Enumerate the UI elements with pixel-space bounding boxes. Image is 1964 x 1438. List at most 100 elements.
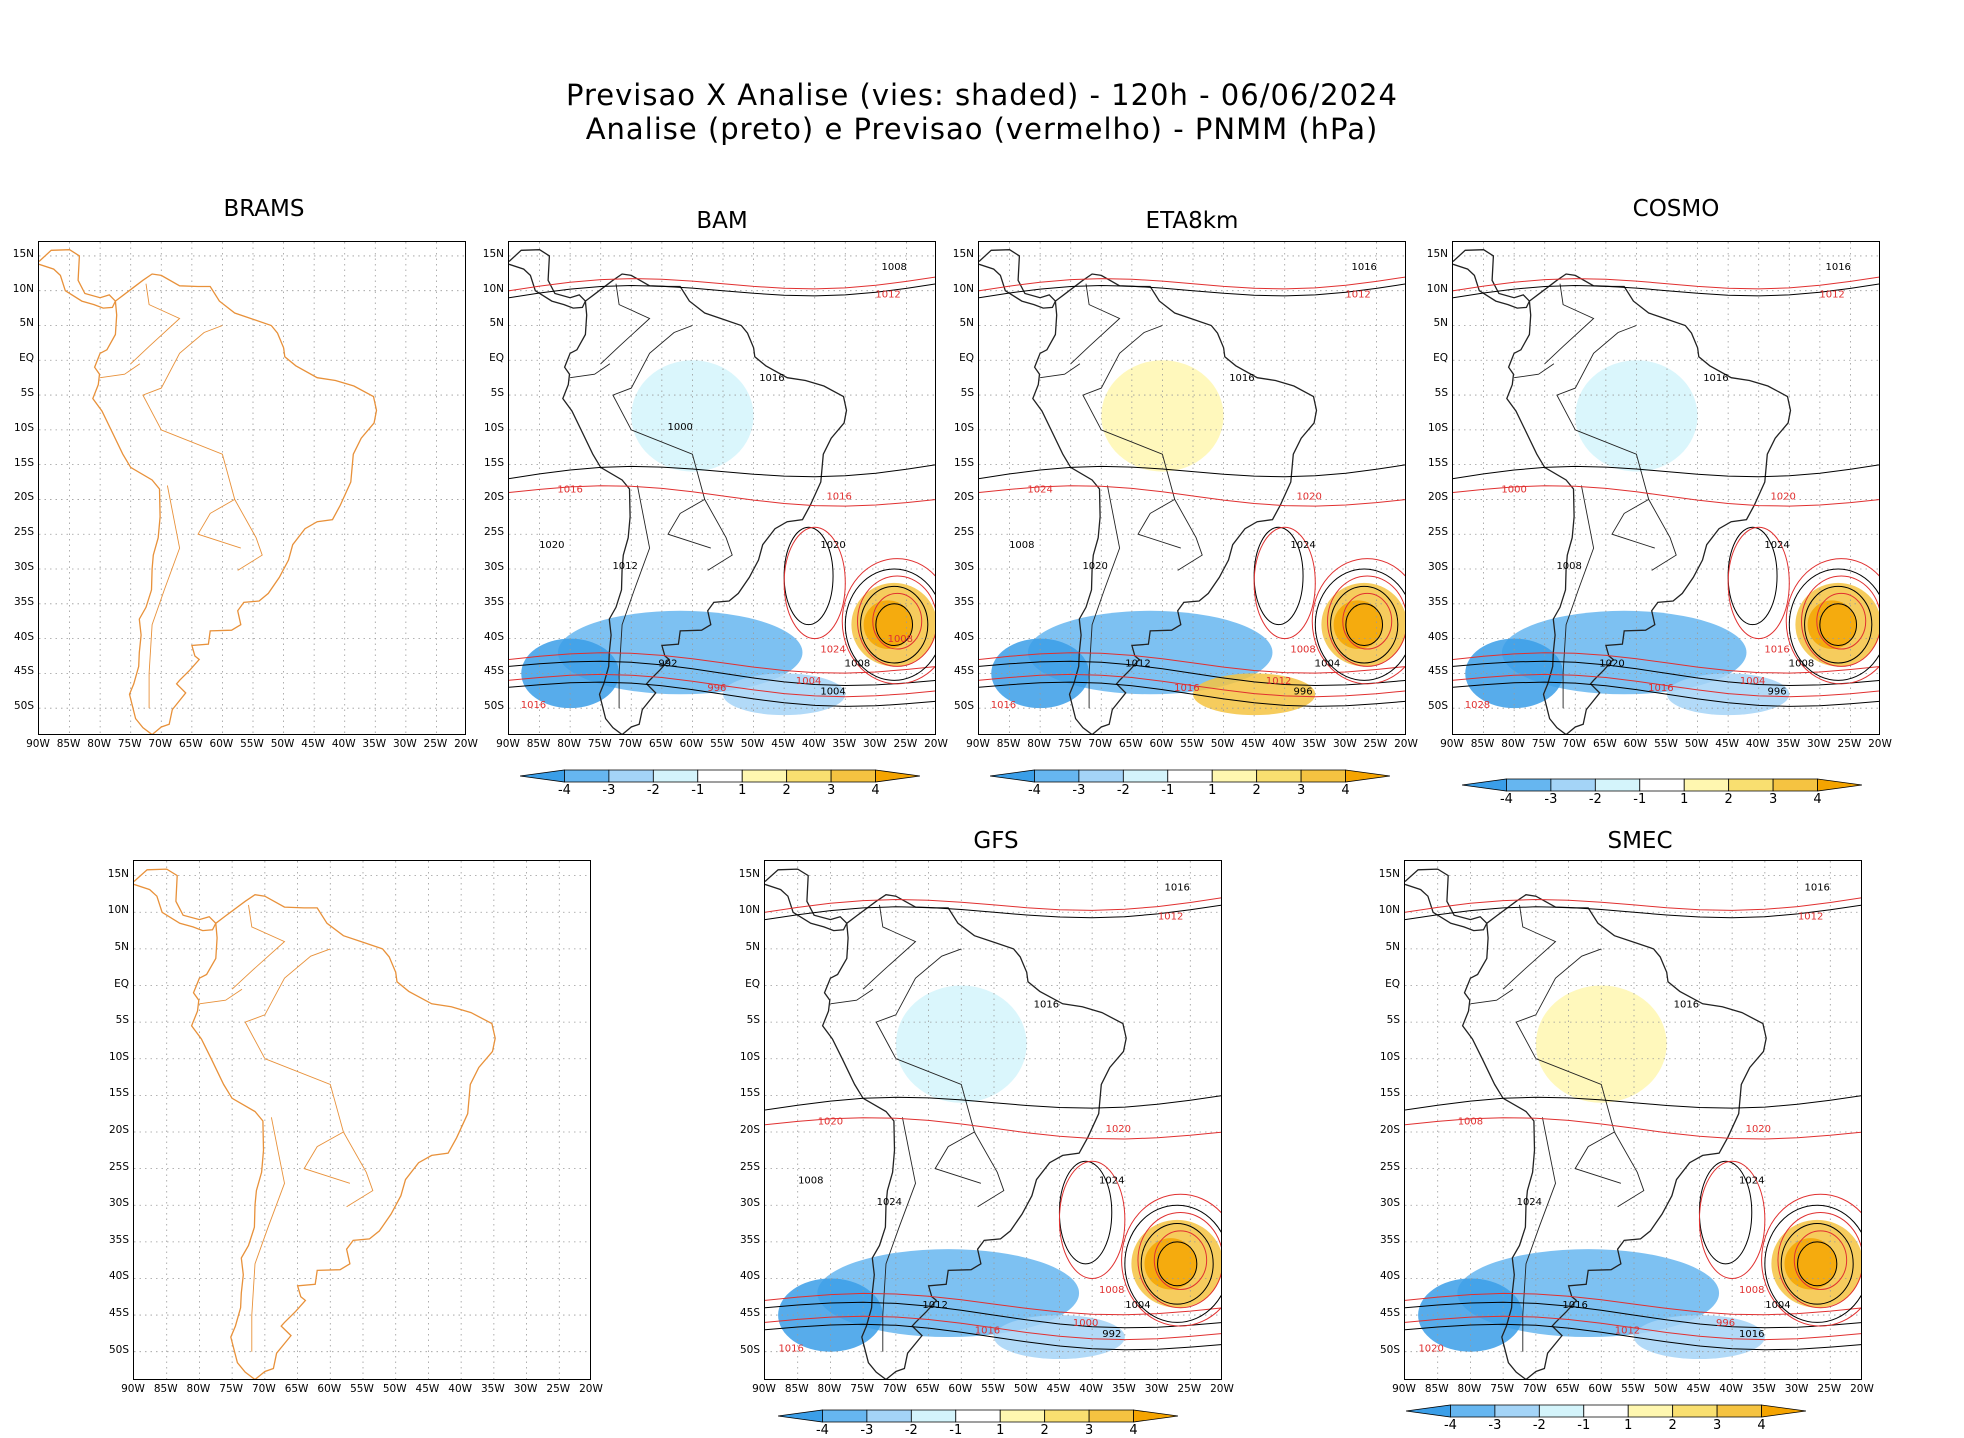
lat-tick-label: 25S: [483, 526, 504, 539]
isobars: [1453, 276, 1879, 707]
graticule: [765, 861, 1221, 1379]
country-border: [1515, 948, 1602, 1059]
low-pressure-center: [1797, 1241, 1838, 1287]
lon-tick-label: 50W: [1684, 738, 1709, 750]
isobar: [1405, 1117, 1861, 1140]
colorbar-tick-label: -4: [1499, 792, 1513, 807]
colorbar-tick-label: -2: [1116, 783, 1130, 798]
colorbar-swatch: [1034, 769, 1080, 783]
lon-tick-label: 75W: [1490, 1383, 1515, 1395]
isobar: [765, 1323, 1221, 1351]
lat-tick-label: 15S: [953, 456, 974, 469]
isobar: [1453, 660, 1879, 687]
lat-tick-label: 15N: [738, 867, 760, 880]
low-pressure-center: [1327, 575, 1405, 667]
lon-tick-label: 55W: [350, 1383, 374, 1395]
colorbar: -4 -3 -2 -1 1 2 3 4: [989, 768, 1391, 798]
south-america-coastline: [92, 273, 378, 734]
isobar-label: 1008: [1099, 1285, 1124, 1296]
isobar: [765, 904, 1221, 921]
isobar: [979, 464, 1405, 480]
lon-tick-label: 25W: [423, 738, 448, 750]
colorbar-swatch: [1506, 778, 1552, 792]
colorbar-tick-label: 2: [1040, 1423, 1049, 1438]
colorbar-swatch: [989, 769, 1035, 783]
isobar-label: 1016: [1034, 999, 1059, 1010]
lon-tick-label: 85W: [1470, 738, 1495, 750]
high-pressure-center: [1253, 526, 1316, 640]
isobar-label: 1020: [539, 540, 564, 551]
isobar-label: 1016: [1703, 373, 1728, 384]
lon-tick-label: 75W: [117, 738, 142, 750]
colorbar-swatch: [1211, 769, 1258, 783]
colorbar-swatch: [1078, 769, 1124, 783]
lat-tick-label: 45S: [953, 665, 974, 678]
colorbar-swatch: [1683, 778, 1730, 792]
lon-tick-label: 35W: [1751, 1383, 1776, 1395]
high-pressure-center: [783, 526, 846, 640]
isobar: [1453, 681, 1879, 707]
lon-tick-label: 35W: [480, 1383, 505, 1395]
isobar-label: 1016: [1804, 882, 1829, 893]
isobar-label: 1024: [1764, 540, 1789, 551]
lat-tick-label: 10N: [12, 282, 34, 295]
south-america-coastline: [190, 894, 496, 1379]
isobar-label: 1016: [975, 1325, 1000, 1336]
isobar-label: 1028: [1465, 700, 1490, 711]
lat-tick-label: 30S: [739, 1197, 760, 1210]
isobar-label: 1016: [991, 700, 1016, 711]
lat-tick-label: 5N: [114, 940, 129, 953]
isobar: [509, 485, 935, 507]
colorbar-swatch: [1461, 778, 1507, 792]
lon-tick-label: 80W: [1027, 738, 1052, 750]
isobar-label: 1020: [820, 540, 845, 551]
lon-tick-label: 80W: [1457, 1383, 1482, 1395]
lat-tick-label: 20S: [1379, 1123, 1400, 1136]
colorbar-tick-label: -1: [949, 1423, 963, 1438]
bias-south: [1634, 1315, 1765, 1360]
central-america-coastline: [134, 868, 217, 932]
lat-tick-label: 35S: [953, 595, 974, 608]
colorbar-swatch: [1167, 769, 1213, 783]
country-border: [570, 363, 611, 379]
lon-tick-label: 65W: [284, 1383, 309, 1395]
isobars: [979, 276, 1405, 707]
isobar: [765, 1117, 1221, 1140]
lat-tick-label: 15S: [483, 456, 504, 469]
bias-continental: [1101, 360, 1224, 472]
lon-tick-label: 65W: [915, 1383, 940, 1395]
isobar: [1405, 1301, 1861, 1329]
lat-tick-label: 50S: [1379, 1343, 1400, 1356]
map-canvas: 1016101210161020102410161008100499610161…: [1453, 242, 1879, 734]
map-frame: 1016 1012 1016 1020 1024 1016 1008 1004 996 1016 1…: [1452, 241, 1880, 735]
high-pressure-center: [1058, 1160, 1126, 1279]
figure-title: Previsao X Analise (vies: shaded) - 120h…: [566, 78, 1398, 112]
panel-title: GFS: [973, 828, 1019, 854]
country-border: [199, 988, 243, 1005]
colorbar-tick-label: -1: [1633, 792, 1647, 807]
country-border: [1082, 325, 1163, 431]
country-border: [1101, 429, 1203, 571]
lon-tick-label: 25W: [1837, 738, 1862, 750]
country-border: [862, 904, 917, 990]
lon-tick-label: 80W: [87, 738, 112, 750]
lat-tick-label: 15N: [1378, 867, 1400, 880]
map-frame: 1016 1012 1016 1020 1024 1008 1004 1012 996 1016 1…: [978, 241, 1406, 735]
lat-tick-label: 25S: [739, 1160, 760, 1173]
low-pressure-center: [1342, 592, 1393, 650]
isobar-label: 1020: [1082, 561, 1107, 572]
country-border: [1562, 485, 1595, 709]
lat-tick-label: 5S: [1434, 387, 1448, 400]
lon-tick-label: 45W: [415, 1383, 440, 1395]
isobar-label: 1020: [1106, 1124, 1131, 1135]
panel-title: SMEC: [1607, 828, 1673, 854]
lat-tick-label: 10S: [483, 421, 504, 434]
lat-tick-label: 5N: [959, 317, 974, 330]
colorbar-swatch: [1594, 778, 1641, 792]
lon-tick-label: 55W: [981, 1383, 1005, 1395]
isobar: [1453, 485, 1879, 507]
lon-tick-label: 40W: [1719, 1383, 1744, 1395]
colorbar-swatch: [1405, 1404, 1451, 1418]
isobar-label: 1012: [1345, 290, 1370, 301]
lon-tick-label: 20W: [1394, 738, 1418, 750]
